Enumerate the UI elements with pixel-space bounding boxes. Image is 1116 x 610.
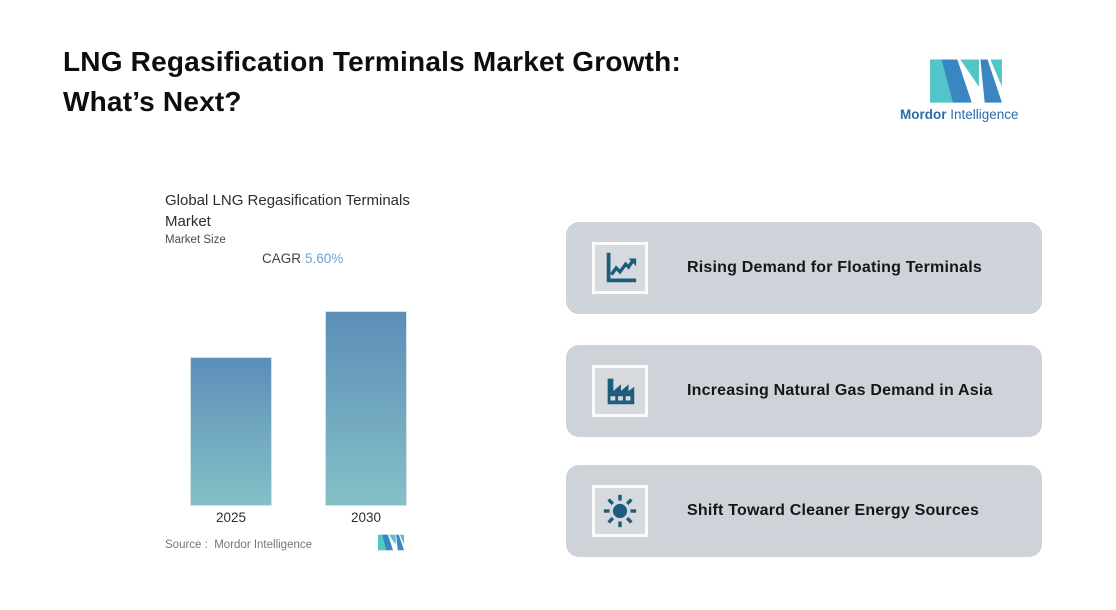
page-title-line2: What’s Next? [63, 86, 242, 117]
sun-icon [592, 485, 648, 537]
factory-icon [592, 365, 648, 417]
card-gas-demand-asia: Increasing Natural Gas Demand in Asia [566, 345, 1042, 437]
card-label: Rising Demand for Floating Terminals [687, 259, 982, 276]
cagr-value: 5.60% [305, 251, 344, 266]
cagr-label: CAGR [262, 251, 302, 266]
bar-2025 [190, 357, 272, 506]
card-label: Shift Toward Cleaner Energy Sources [687, 502, 980, 519]
card-floating-terminals: Rising Demand for Floating Terminals [566, 222, 1042, 314]
chart-subtitle: Market Size [165, 234, 226, 246]
wordmark-bold: Mordor [900, 107, 947, 122]
mordor-wordmark: Mordor Intelligence [900, 107, 1019, 122]
chart-title: Global LNG Regasification Terminals Mark… [165, 192, 410, 230]
bar-2030 [325, 311, 407, 506]
card-cleaner-energy: Shift Toward Cleaner Energy Sources [566, 465, 1042, 557]
mordor-logo-icon [930, 59, 1002, 103]
line-chart-icon [592, 242, 648, 294]
page-title: LNG Regasification Terminals Market Grow… [63, 42, 681, 122]
bar-label-2025: 2025 [215, 510, 247, 525]
page-title-line1: LNG Regasification Terminals Market Grow… [63, 46, 681, 77]
cagr-line: CAGR 5.60% [262, 251, 343, 266]
bar-label-2030: 2030 [350, 510, 382, 525]
source-line: Source : Mordor Intelligence [165, 539, 313, 551]
card-label: Increasing Natural Gas Demand in Asia [687, 382, 993, 399]
wordmark-regular: Intelligence [950, 107, 1019, 122]
mordor-intelligence-logo: Mordor Intelligence [900, 58, 1019, 122]
mini-mordor-logo-icon [378, 534, 404, 551]
